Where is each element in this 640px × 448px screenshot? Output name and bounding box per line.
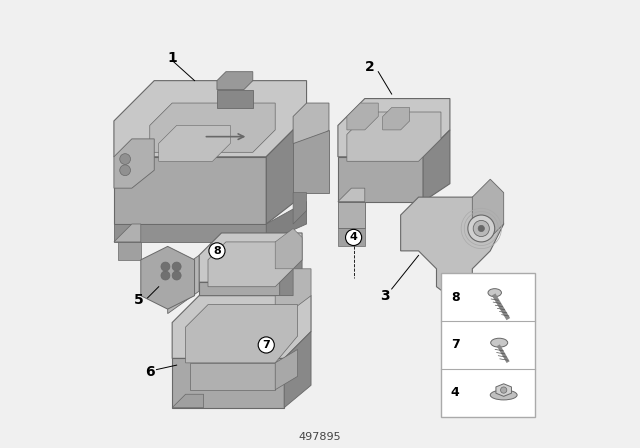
Polygon shape (114, 81, 307, 157)
Polygon shape (266, 116, 307, 224)
Polygon shape (114, 224, 266, 242)
Text: 8: 8 (213, 246, 221, 256)
Text: 7: 7 (262, 340, 270, 350)
Text: 4: 4 (451, 386, 460, 399)
Circle shape (500, 387, 507, 393)
Polygon shape (275, 228, 302, 269)
Circle shape (120, 154, 131, 164)
Text: 2: 2 (364, 60, 374, 74)
Polygon shape (284, 332, 311, 408)
Ellipse shape (491, 338, 508, 347)
Polygon shape (114, 224, 141, 242)
Polygon shape (230, 242, 253, 260)
Circle shape (161, 262, 170, 271)
Ellipse shape (488, 289, 502, 297)
Circle shape (209, 243, 225, 259)
Text: 4: 4 (349, 233, 358, 242)
Ellipse shape (490, 390, 517, 400)
Polygon shape (168, 255, 199, 314)
Polygon shape (338, 202, 365, 228)
Polygon shape (172, 296, 311, 358)
Circle shape (478, 225, 484, 232)
Polygon shape (141, 246, 195, 309)
Polygon shape (172, 394, 204, 408)
Text: 5: 5 (134, 293, 143, 307)
Circle shape (468, 215, 495, 242)
Circle shape (172, 271, 181, 280)
Polygon shape (280, 260, 302, 318)
Text: 8: 8 (451, 291, 460, 304)
Text: 6: 6 (145, 365, 155, 379)
Polygon shape (172, 358, 284, 408)
Circle shape (120, 165, 131, 176)
Text: 7: 7 (451, 338, 460, 352)
Bar (441, 273, 535, 417)
Polygon shape (217, 72, 253, 90)
Polygon shape (266, 202, 307, 242)
Polygon shape (118, 242, 141, 260)
Polygon shape (338, 157, 423, 202)
Circle shape (172, 262, 181, 271)
Polygon shape (383, 108, 410, 130)
Polygon shape (275, 349, 298, 390)
Polygon shape (423, 130, 450, 202)
Polygon shape (114, 139, 154, 188)
Polygon shape (199, 282, 280, 318)
Circle shape (346, 229, 362, 246)
Polygon shape (293, 193, 307, 224)
Polygon shape (217, 90, 253, 108)
Polygon shape (159, 125, 230, 161)
Text: 497895: 497895 (299, 432, 341, 442)
Polygon shape (496, 384, 511, 396)
Polygon shape (338, 99, 450, 157)
Polygon shape (347, 112, 441, 161)
Polygon shape (338, 228, 365, 246)
Polygon shape (190, 363, 275, 390)
Polygon shape (114, 157, 266, 224)
Polygon shape (275, 269, 311, 323)
Polygon shape (338, 188, 365, 202)
Polygon shape (199, 233, 302, 282)
Polygon shape (150, 103, 275, 152)
Polygon shape (472, 179, 504, 237)
Circle shape (161, 271, 170, 280)
Circle shape (258, 337, 275, 353)
Text: 1: 1 (167, 51, 177, 65)
Polygon shape (293, 103, 329, 143)
Polygon shape (347, 103, 378, 130)
Circle shape (473, 220, 490, 237)
Polygon shape (186, 305, 298, 363)
Polygon shape (293, 130, 329, 193)
Polygon shape (208, 242, 293, 287)
Polygon shape (401, 197, 504, 300)
Text: 3: 3 (380, 289, 390, 303)
